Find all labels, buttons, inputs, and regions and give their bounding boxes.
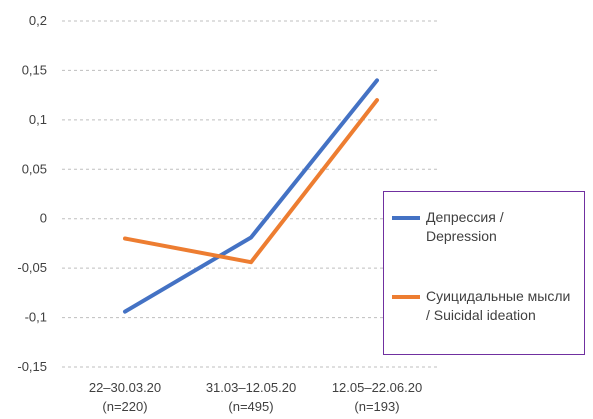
x-tick-label: 22–30.03.20	[89, 380, 161, 395]
x-tick-label: 31.03–12.05.20	[206, 380, 296, 395]
x-tick-label: (n=495)	[228, 399, 273, 414]
series-lines	[123, 78, 379, 314]
x-tick-label: 12.05–22.06.20	[332, 380, 422, 395]
y-tick-label: 0,1	[29, 112, 47, 127]
x-axis: 22–30.03.20 (n=220) 31.03–12.05.20 (n=495) 1…	[89, 380, 422, 414]
y-tick-label: -0,05	[17, 260, 47, 275]
legend: Депрессия / Depression Суицидальные мысл…	[383, 191, 585, 355]
series-line-depression	[123, 78, 379, 314]
y-axis: 0,2 0,15 0,1 0,05 0 -0,05 -0,1 -0,15	[17, 13, 47, 374]
legend-label-suicidal-ideation: Суицидальные мысли / Suicidal ideation	[426, 288, 571, 323]
x-tick-label: (n=220)	[102, 399, 147, 414]
y-tick-label: 0,15	[22, 62, 47, 77]
legend-label-depression: Депрессия / Depression	[426, 209, 504, 244]
x-tick-label: (n=193)	[354, 399, 399, 414]
legend-swatch-depression	[392, 216, 420, 220]
y-tick-label: 0,2	[29, 13, 47, 28]
y-tick-label: -0,1	[25, 310, 47, 325]
legend-item-depression: Депрессия / Depression	[392, 208, 576, 246]
gridlines	[62, 20, 440, 368]
legend-swatch-suicidal-ideation	[392, 295, 420, 299]
legend-item-suicidal-ideation: Суицидальные мысли / Suicidal ideation	[392, 287, 576, 325]
y-tick-label: 0	[40, 211, 47, 226]
y-tick-label: -0,15	[17, 359, 47, 374]
y-tick-label: 0,05	[22, 161, 47, 176]
